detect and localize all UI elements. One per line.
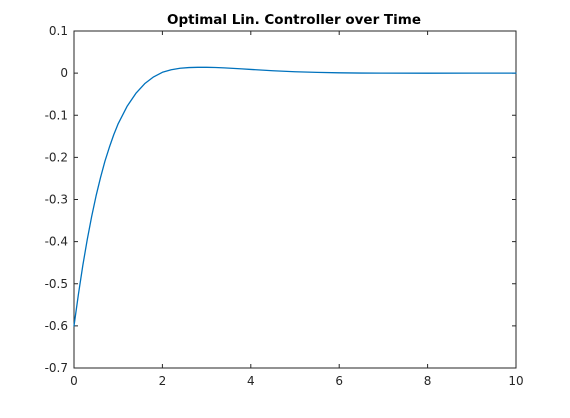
y-tick-label-1: 0 xyxy=(60,66,68,80)
y-tick-label-7: -0.6 xyxy=(45,319,68,333)
y-tick-label-3: -0.2 xyxy=(45,150,68,164)
axis-ticks xyxy=(73,30,517,369)
y-tick-label-0: 0.1 xyxy=(49,24,68,38)
series-line-0 xyxy=(73,66,517,327)
chart-title: Optimal Lin. Controller over Time xyxy=(167,12,421,28)
x-tick-label-3: 6 xyxy=(335,374,343,388)
x-tick-label-5: 10 xyxy=(508,374,523,388)
y-tick-label-6: -0.5 xyxy=(45,277,68,291)
y-tick-label-2: -0.1 xyxy=(45,108,68,122)
y-tick-label-8: -0.7 xyxy=(45,361,68,375)
x-tick-label-0: 0 xyxy=(70,374,78,388)
y-tick-label-5: -0.4 xyxy=(45,235,68,249)
plot-area xyxy=(73,30,517,369)
series-layer xyxy=(73,66,517,327)
x-tick-label-1: 2 xyxy=(159,374,167,388)
x-tick-label-4: 8 xyxy=(424,374,432,388)
y-tick-label-4: -0.3 xyxy=(45,193,68,207)
x-tick-label-2: 4 xyxy=(247,374,255,388)
axis-tick-labels: 0 2 4 6 8 10 0.1 0 -0.1 -0.2 -0.3 -0.4 -0.5 -0.6 -0.7 xyxy=(45,24,524,388)
